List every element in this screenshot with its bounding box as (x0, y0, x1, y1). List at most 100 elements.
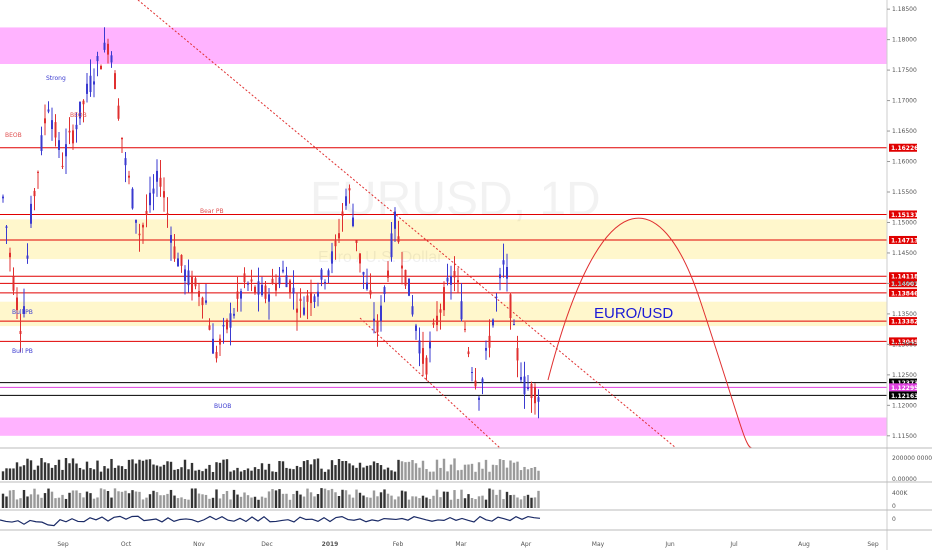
oscillator-bar (113, 488, 117, 508)
candle-body (408, 278, 410, 296)
candle-body (65, 144, 67, 157)
oscillator-bar (117, 491, 120, 508)
oscillator-bar (26, 496, 29, 508)
volume-bar (239, 471, 243, 480)
price-level-tag (889, 317, 917, 326)
osc2-axis-label: 0 (892, 516, 896, 523)
annotation-label: BEOB (5, 132, 22, 139)
candle-body (432, 322, 435, 325)
time-axis[interactable]: Sep Oct Nov Dec 2019 Feb Mar Apr May Jun Jul Aug Sep (57, 541, 879, 548)
oscillator-bar (204, 494, 208, 508)
candle-body (236, 291, 239, 299)
candle-body (121, 137, 123, 140)
candle-body (299, 298, 302, 302)
candle-body (275, 283, 277, 291)
volume-bar (169, 461, 173, 480)
oscillator-bar (124, 490, 127, 508)
candle-body (366, 282, 368, 290)
oscillator-bar (253, 496, 257, 508)
volume-bar (113, 467, 117, 480)
oscillator-bar (407, 499, 411, 508)
volume-bar (498, 459, 502, 480)
volume-bar (320, 468, 323, 480)
oscillator-bar (386, 493, 390, 508)
candle-body (131, 188, 134, 209)
price-level-label: 1.12163 (891, 393, 918, 400)
candle-body (166, 213, 169, 215)
oscillator-bar (246, 495, 250, 508)
candle-body (485, 347, 487, 351)
candles-layer (2, 27, 540, 419)
time-tick-label: Sep (57, 541, 69, 548)
volume-bar (271, 471, 274, 480)
oscillator-bar (414, 496, 418, 508)
oscillator-bar (19, 498, 22, 508)
price-level-tag (889, 235, 917, 244)
candle-body (390, 233, 393, 258)
oscillator-bar (40, 497, 43, 508)
volume-bar (502, 460, 505, 480)
candle-body (481, 378, 484, 384)
candle-body (411, 306, 414, 315)
candle-body (352, 217, 354, 227)
zone-0 (0, 27, 887, 64)
symbol-subtitle-watermark: Euro / U.S. Dollar (318, 249, 443, 266)
volume-bar (316, 458, 320, 480)
volume-bar (288, 468, 292, 480)
volume-bar (477, 462, 481, 480)
oscillator-bar (257, 499, 260, 508)
volume-bar (386, 467, 390, 480)
candle-body (184, 269, 186, 281)
oscillator-bar (106, 491, 110, 508)
volume-bar (274, 471, 278, 480)
candle-body (264, 285, 267, 299)
annotation-label: BEOB (70, 112, 87, 119)
oscillator-bar (341, 489, 344, 508)
oscillator-bar (474, 499, 477, 508)
candle-body (124, 158, 127, 166)
price-axis[interactable]: 1.18500 1.18000 1.17500 1.17000 1.16500 1.160… (886, 0, 917, 550)
zone-2 (0, 219, 887, 260)
oscillator-bar (439, 497, 442, 508)
time-tick-label: Dec (261, 541, 273, 548)
oscillator-bar (281, 493, 285, 508)
oscillator-bar (523, 495, 526, 508)
volume-bar (362, 467, 365, 480)
candle-body (488, 335, 491, 348)
oscillator-bar (173, 495, 176, 508)
candle-body (471, 371, 473, 373)
volume-bar (505, 467, 509, 480)
volume-bar (215, 462, 218, 480)
candle-body (324, 281, 326, 284)
candle-body (23, 306, 25, 315)
volume-bar (229, 471, 232, 480)
candle-body (208, 325, 211, 330)
oscillator-bar (12, 489, 15, 508)
candle-body (509, 294, 512, 319)
oscillator-bar (264, 497, 267, 508)
oscillator-bar (61, 494, 64, 508)
candle-body (128, 175, 130, 178)
candle-body (282, 269, 284, 272)
price-level-label: 1.14118 (891, 274, 918, 281)
candle-body (425, 357, 428, 375)
oscillator-bar (302, 496, 306, 508)
volume-bar (281, 461, 285, 480)
oscillator-bar (75, 490, 78, 508)
oscillator-bar (369, 497, 372, 508)
candle-body (443, 287, 445, 311)
oscillator-bar (29, 494, 33, 508)
oscillator-bar (397, 496, 400, 508)
volume-bar (152, 464, 155, 480)
volume-bar (358, 462, 362, 480)
volume-bar (82, 469, 85, 480)
oscillator-bar (390, 495, 393, 508)
candle-body (107, 43, 109, 55)
volume-bar (8, 468, 12, 480)
volume-bar (341, 461, 344, 480)
candle-body (506, 266, 508, 279)
volume-bar (523, 466, 526, 480)
candle-body (257, 281, 260, 295)
volume-bar (421, 460, 425, 480)
